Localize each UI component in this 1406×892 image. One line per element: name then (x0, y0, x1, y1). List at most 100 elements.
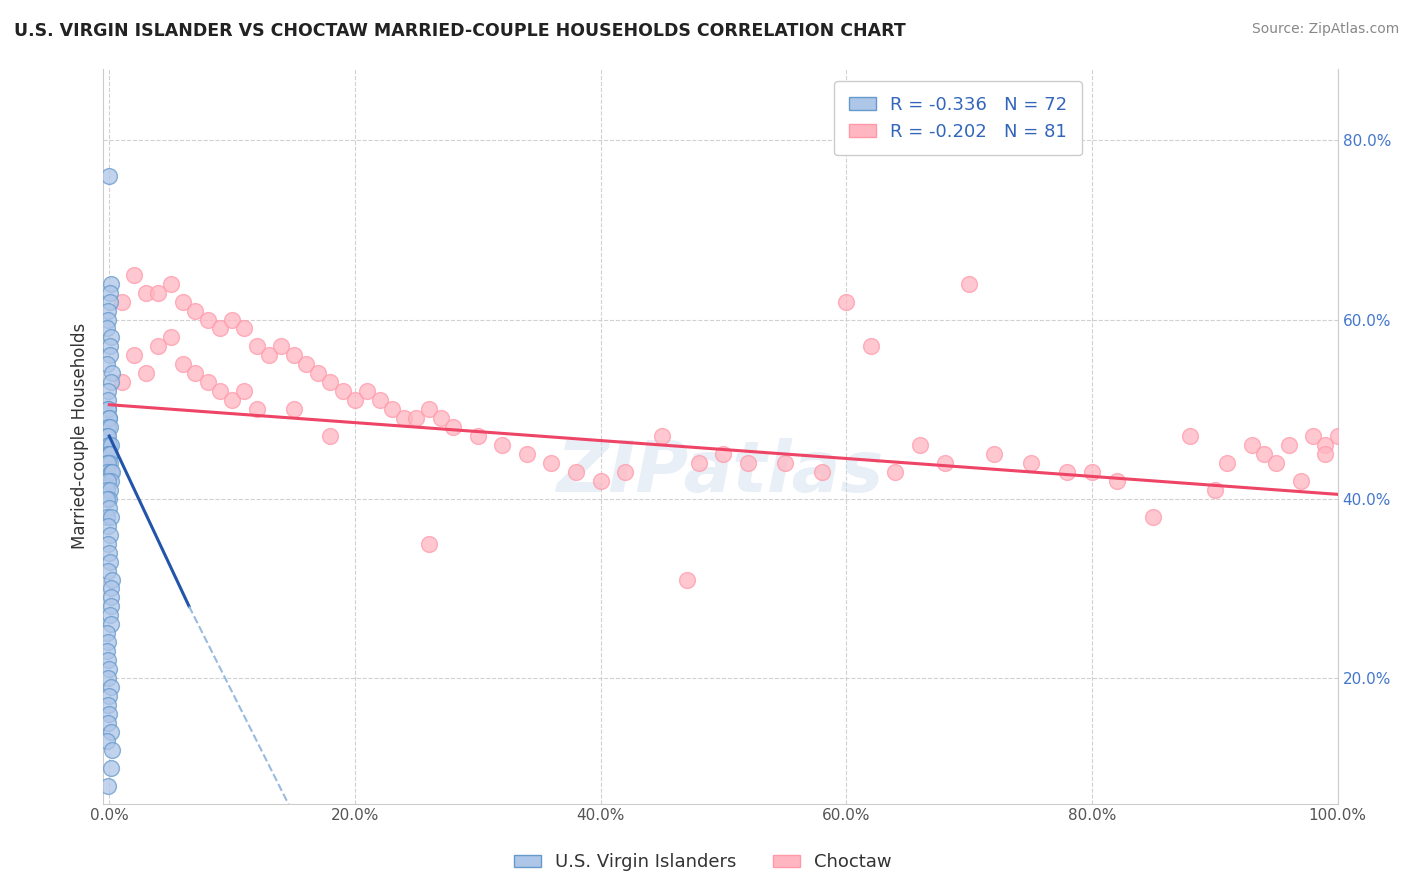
Point (172, 357, 194, 371)
Point (98, 447, 121, 461)
Point (100, 725, 122, 739)
Point (405, 411, 427, 425)
Point (233, 321, 256, 335)
Point (467, 429, 489, 443)
Point (246, 402, 269, 417)
Point (810, 465, 832, 479)
Point (97, 653, 120, 667)
Point (98, 438, 121, 452)
Point (100, 591, 122, 605)
Point (96, 456, 118, 470)
Point (430, 411, 453, 425)
Point (96, 626, 118, 640)
Text: Source: ZipAtlas.com: Source: ZipAtlas.com (1251, 22, 1399, 37)
Point (96, 644, 118, 658)
Point (97, 402, 120, 417)
Point (96, 483, 118, 497)
Point (381, 402, 404, 417)
Point (1277, 438, 1299, 452)
Point (97, 698, 120, 712)
Point (97, 536, 120, 550)
Point (418, 402, 440, 417)
Point (97, 474, 120, 488)
Point (135, 285, 157, 300)
Point (100, 582, 122, 596)
Point (1142, 509, 1164, 524)
Point (100, 438, 122, 452)
Point (983, 447, 1005, 461)
Point (835, 294, 858, 309)
Point (516, 447, 538, 461)
Point (97, 402, 120, 417)
Point (392, 411, 415, 425)
Point (97, 635, 120, 649)
Point (197, 376, 219, 390)
Point (159, 277, 181, 291)
Point (96, 357, 118, 371)
Point (96, 429, 118, 443)
Point (98, 491, 121, 506)
Point (100, 474, 122, 488)
Point (957, 277, 980, 291)
Point (97, 420, 120, 434)
Point (257, 348, 280, 362)
Point (96, 509, 118, 524)
Point (713, 447, 735, 461)
Point (270, 339, 292, 353)
Point (368, 393, 391, 408)
Point (98, 294, 121, 309)
Point (97, 438, 120, 452)
Point (100, 509, 122, 524)
Point (96, 465, 118, 479)
Point (98, 483, 121, 497)
Point (884, 465, 907, 479)
Point (1105, 474, 1128, 488)
Point (100, 367, 122, 381)
Point (332, 384, 354, 399)
Point (97, 779, 120, 793)
Point (1216, 456, 1239, 470)
Point (184, 367, 207, 381)
Point (98, 339, 121, 353)
Point (96, 491, 118, 506)
Point (197, 312, 219, 326)
Point (100, 376, 122, 390)
Point (96, 734, 118, 748)
Point (172, 294, 194, 309)
Point (96, 715, 118, 730)
Point (97, 564, 120, 578)
Point (1289, 474, 1312, 488)
Point (122, 348, 145, 362)
Point (319, 376, 342, 390)
Point (100, 285, 122, 300)
Point (98, 456, 121, 470)
Point (97, 447, 120, 461)
Point (540, 456, 562, 470)
Point (307, 367, 329, 381)
Point (97, 671, 120, 685)
Point (97, 303, 120, 318)
Point (1081, 465, 1104, 479)
Point (1326, 429, 1348, 443)
Point (98, 706, 121, 721)
Legend: R = -0.336   N = 72, R = -0.202   N = 81: R = -0.336 N = 72, R = -0.202 N = 81 (834, 81, 1081, 155)
Point (1315, 447, 1337, 461)
Point (97, 429, 120, 443)
Point (122, 268, 145, 282)
Point (97, 456, 120, 470)
Point (295, 357, 318, 371)
Point (97, 518, 120, 533)
Point (100, 465, 122, 479)
Point (97, 411, 120, 425)
Point (221, 312, 243, 326)
Point (675, 573, 697, 587)
Point (1240, 438, 1263, 452)
Point (283, 348, 305, 362)
Point (908, 438, 931, 452)
Point (100, 617, 122, 632)
Point (1265, 456, 1288, 470)
Point (614, 465, 637, 479)
Point (98, 608, 121, 623)
Legend: U.S. Virgin Islanders, Choctaw: U.S. Virgin Islanders, Choctaw (506, 847, 900, 879)
Point (651, 429, 673, 443)
